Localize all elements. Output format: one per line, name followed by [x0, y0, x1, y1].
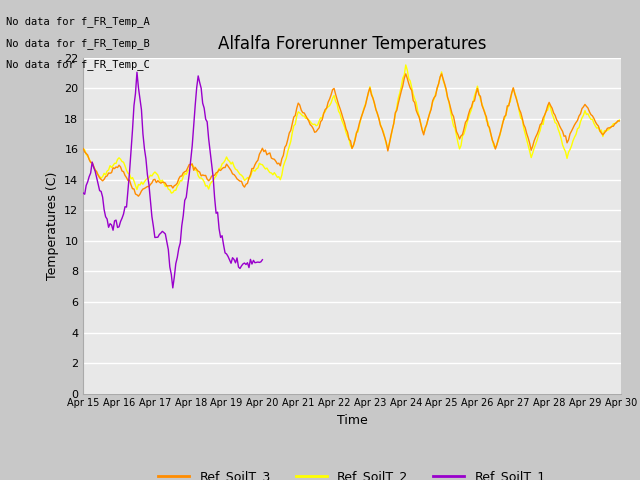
Text: TA_soilco2: TA_soilco2	[0, 479, 1, 480]
Text: No data for f_FR_Temp_B: No data for f_FR_Temp_B	[6, 37, 150, 48]
Text: No data for f_FR_Temp_C: No data for f_FR_Temp_C	[6, 59, 150, 70]
Y-axis label: Temperatures (C): Temperatures (C)	[45, 171, 58, 280]
Text: No data for f_FR_Temp_A: No data for f_FR_Temp_A	[6, 16, 150, 27]
Title: Alfalfa Forerunner Temperatures: Alfalfa Forerunner Temperatures	[218, 35, 486, 53]
Legend: Ref_SoilT_3, Ref_SoilT_2, Ref_SoilT_1: Ref_SoilT_3, Ref_SoilT_2, Ref_SoilT_1	[153, 465, 551, 480]
X-axis label: Time: Time	[337, 414, 367, 427]
